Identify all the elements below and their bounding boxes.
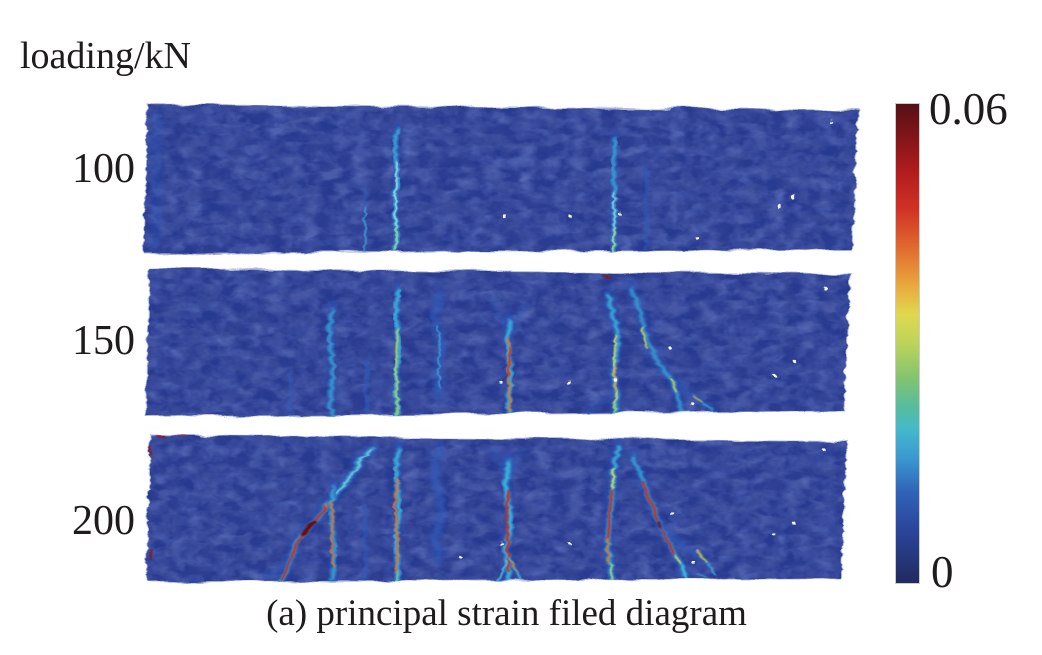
speckle-dot [668, 510, 672, 514]
loading-label-200: 200 [72, 498, 135, 544]
crack-stroke [153, 434, 164, 437]
crack-stroke [604, 486, 612, 540]
crack-stroke [148, 445, 153, 455]
speckle-dot [822, 285, 826, 289]
field-texture-dark [142, 103, 857, 252]
loading-label-100: 100 [72, 146, 135, 192]
crack-stroke [286, 369, 294, 416]
speckle-dot [566, 379, 570, 383]
crack-stroke [362, 204, 365, 250]
strain-panel-100 [141, 102, 858, 253]
crack-stroke [695, 571, 706, 577]
colorbar-max-label: 0.06 [929, 84, 1008, 134]
crack-stroke [429, 443, 443, 561]
crack-stroke [604, 536, 610, 562]
crack-stroke [586, 395, 611, 412]
speckle-dot [775, 203, 779, 207]
crack-stroke [393, 396, 398, 416]
crack-stroke [640, 324, 646, 349]
crack-stroke [668, 377, 676, 392]
crack-stroke [628, 286, 681, 414]
speckle-dot [567, 214, 571, 218]
speckle-dot [688, 400, 692, 404]
crack-stroke [393, 568, 398, 581]
strain-panel-150 [143, 266, 850, 417]
crack-stroke [600, 272, 611, 278]
speckle-dot [821, 446, 825, 450]
speckle-dot [827, 119, 831, 123]
crack-stroke [147, 110, 163, 250]
crack-stroke [611, 227, 614, 250]
speckle-dot [566, 540, 570, 544]
speckle-dot [456, 554, 460, 558]
speckle-dot [792, 357, 796, 361]
crack-stroke [700, 401, 712, 409]
speckle-dot [791, 194, 795, 198]
field-texture-dark [145, 434, 845, 581]
figure-title: loading/kN [20, 35, 191, 77]
crack-stroke [430, 287, 444, 399]
crack-stroke [508, 559, 515, 569]
crack-stroke [655, 517, 711, 569]
crack-stroke [506, 345, 509, 375]
speckle-dot [611, 376, 615, 380]
crack-stroke [148, 546, 153, 559]
crack-stroke [299, 518, 316, 534]
speckle-dot [498, 379, 502, 383]
crack-stroke [436, 324, 439, 386]
crack-stroke [673, 553, 680, 564]
crack-stroke [278, 503, 327, 580]
strain-panel-200 [144, 433, 846, 582]
loading-label-150: 150 [72, 318, 135, 364]
colorbar [895, 103, 920, 584]
crack-stroke [679, 565, 685, 578]
crack-stroke [607, 560, 612, 581]
colorbar-min-label: 0 [931, 547, 954, 597]
speckle-dot [498, 540, 502, 544]
speckle-dot [500, 212, 504, 216]
speckle-dot [771, 371, 775, 375]
speckle-dot [667, 346, 671, 350]
field-texture-dark [144, 267, 849, 416]
crack-stroke [261, 556, 290, 579]
speckle-dot [693, 234, 697, 238]
crack-stroke [335, 449, 370, 491]
speckle-dot [616, 210, 620, 214]
crack-stroke [692, 394, 701, 401]
speckle-dot [690, 560, 694, 564]
crack-stroke [608, 466, 615, 488]
speckle-dot [770, 531, 774, 535]
speckle-dot [790, 520, 794, 524]
crack-stroke [696, 550, 706, 562]
crack-stroke [393, 224, 396, 250]
crack-stroke [706, 562, 715, 573]
figure-caption: (a) principal strain filed diagram [266, 593, 747, 634]
